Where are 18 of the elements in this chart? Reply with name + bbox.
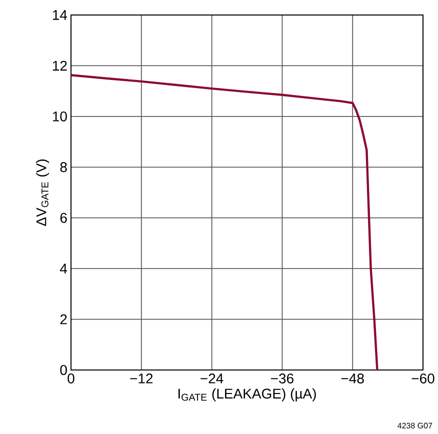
x-tick-label: −36: [271, 374, 294, 384]
y-tick-label: 0: [60, 365, 67, 375]
line-series: [71, 74, 378, 370]
y-tick-label: 4: [60, 264, 68, 274]
y-axis-title: ΔV$_{GATE}$ (V): [36, 160, 50, 226]
x-tick-label: −24: [200, 374, 224, 384]
x-tick-label: 0: [68, 374, 74, 384]
y-tick-label: 8: [60, 162, 67, 172]
x-axis-title: I$_{GATE}$ (LEAKAGE) (µA): [178, 388, 316, 402]
text: 4238 G07: [398, 422, 432, 428]
x-tick-label: −48: [341, 374, 364, 384]
y-tick-label: 2: [60, 314, 67, 324]
y-tick-label: 14: [52, 10, 68, 20]
y-tick-label: 12: [52, 60, 67, 71]
x-tick-label: −60: [412, 374, 434, 384]
y-tick-label: 6: [60, 212, 67, 223]
x-tick-label: −12: [130, 374, 153, 384]
y-tick-label: 10: [52, 111, 67, 122]
